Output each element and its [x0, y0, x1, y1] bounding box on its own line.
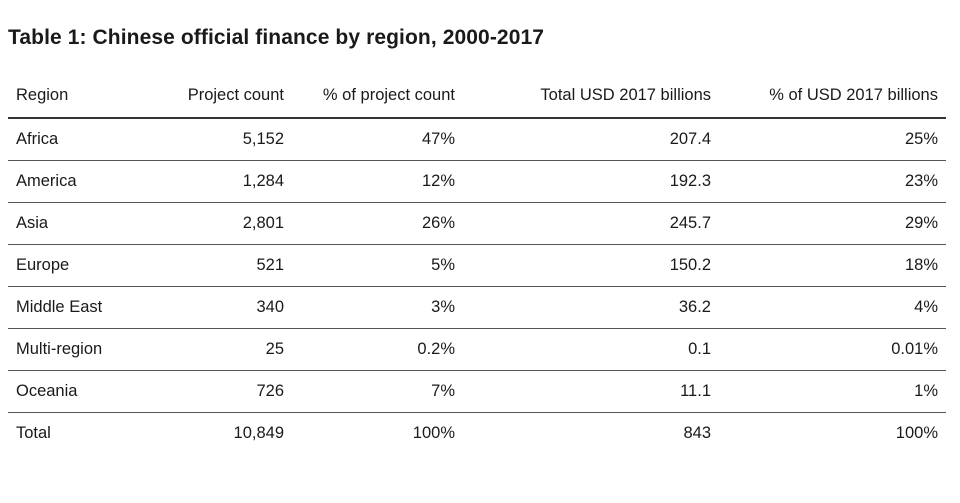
cell-region: Asia: [8, 202, 166, 245]
table-row: Africa 5,152 47% 207.4 25%: [8, 118, 946, 161]
finance-table: Region Project count % of project count …: [8, 74, 946, 454]
cell-pct-project-count: 7%: [284, 370, 455, 413]
cell-project-count: 1,284: [166, 160, 284, 203]
header-pct-usd: % of USD 2017 billions: [711, 74, 946, 119]
cell-project-count: 726: [166, 370, 284, 413]
table-row: Asia 2,801 26% 245.7 29%: [8, 202, 946, 245]
table-total-row: Total 10,849 100% 843 100%: [8, 413, 946, 455]
cell-pct-usd: 100%: [895, 424, 938, 442]
cell-pct-usd: 18%: [711, 244, 946, 287]
header-project-count: Project count: [166, 74, 284, 119]
table-header-row: Region Project count % of project count …: [8, 74, 946, 119]
cell-region: Europe: [8, 244, 166, 287]
cell-region: America: [8, 160, 166, 203]
cell-total-usd: 0.1: [455, 328, 711, 371]
cell-region: Middle East: [8, 286, 166, 329]
header-total-usd: Total USD 2017 billions: [455, 74, 711, 119]
header-pct-project-count: % of project count: [284, 74, 455, 119]
table-title: Table 1: Chinese official finance by reg…: [8, 26, 545, 49]
cell-pct-usd: 23%: [711, 160, 946, 203]
cell-pct-usd: 4%: [711, 286, 946, 329]
cell-project-count: 340: [166, 286, 284, 329]
cell-pct-project-count: 26%: [284, 202, 455, 245]
cell-pct-usd: 0.01%: [711, 328, 946, 371]
cell-pct-usd: 29%: [711, 202, 946, 245]
cell-region: Oceania: [8, 370, 166, 413]
cell-project-count: 10,849: [233, 424, 284, 442]
table-row: Europe 521 5% 150.2 18%: [8, 244, 946, 287]
cell-project-count: 25: [166, 328, 284, 371]
cell-pct-project-count: 3%: [284, 286, 455, 329]
cell-pct-project-count: 0.2%: [284, 328, 455, 371]
cell-total-usd: 150.2: [455, 244, 711, 287]
cell-pct-project-count: 5%: [284, 244, 455, 287]
cell-pct-project-count: 100%: [412, 424, 455, 442]
table-row: America 1,284 12% 192.3 23%: [8, 160, 946, 203]
cell-total-usd: 245.7: [455, 202, 711, 245]
cell-pct-project-count: 12%: [284, 160, 455, 203]
cell-region: Total: [16, 424, 51, 442]
cell-pct-project-count: 47%: [284, 118, 455, 161]
cell-region: Multi-region: [8, 328, 166, 371]
table-row: Multi-region 25 0.2% 0.1 0.01%: [8, 328, 946, 371]
cell-total-usd: 192.3: [455, 160, 711, 203]
cell-total-usd: 36.2: [455, 286, 711, 329]
cell-pct-usd: 1%: [711, 370, 946, 413]
cell-project-count: 5,152: [166, 118, 284, 161]
header-region: Region: [8, 74, 166, 119]
cell-region: Africa: [8, 118, 166, 161]
table-row: Oceania 726 7% 11.1 1%: [8, 370, 946, 413]
cell-total-usd: 11.1: [455, 370, 711, 413]
cell-total-usd: 207.4: [455, 118, 711, 161]
cell-total-usd: 843: [683, 424, 711, 442]
table-row: Middle East 340 3% 36.2 4%: [8, 286, 946, 329]
cell-pct-usd: 25%: [711, 118, 946, 161]
cell-project-count: 2,801: [166, 202, 284, 245]
cell-project-count: 521: [166, 244, 284, 287]
